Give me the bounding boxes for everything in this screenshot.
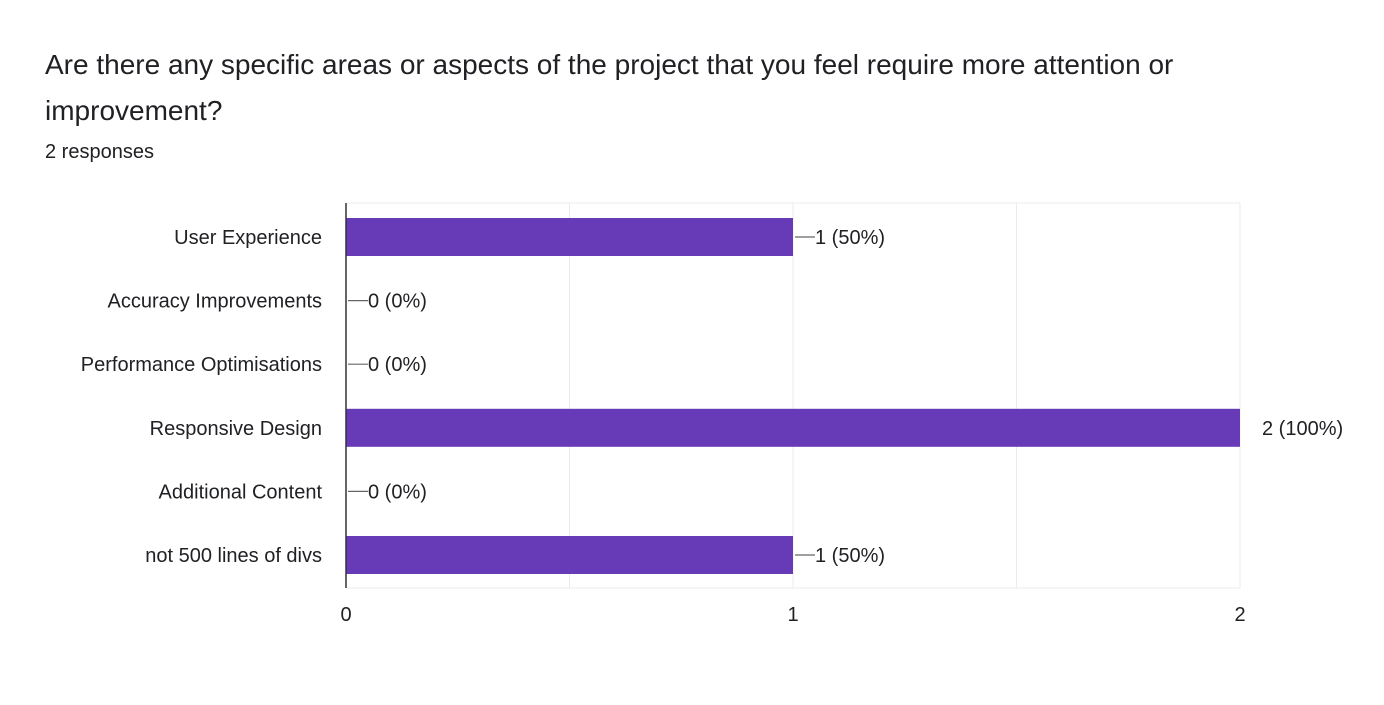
- value-label: 0 (0%): [368, 481, 427, 503]
- value-label: 1 (50%): [815, 227, 885, 249]
- x-tick-label: 2: [1234, 604, 1245, 626]
- question-title: Are there any specific areas or aspects …: [45, 49, 1174, 126]
- response-count: 2 responses: [45, 141, 154, 163]
- category-label: User Experience: [174, 227, 322, 249]
- x-tick-label: 0: [340, 604, 351, 626]
- category-label: Additional Content: [159, 481, 323, 503]
- bar: [346, 536, 793, 574]
- category-label: not 500 lines of divs: [145, 545, 322, 567]
- value-label: 2 (100%): [1262, 418, 1343, 440]
- bar: [346, 408, 1240, 447]
- value-label: 0 (0%): [368, 354, 427, 376]
- value-label: 0 (0%): [368, 291, 427, 313]
- x-tick-label: 1: [787, 604, 798, 626]
- value-label: 1 (50%): [815, 545, 885, 567]
- bar: [346, 218, 793, 256]
- category-label: Performance Optimisations: [81, 354, 322, 376]
- category-label: Responsive Design: [150, 418, 322, 440]
- category-label: Accuracy Improvements: [107, 291, 322, 313]
